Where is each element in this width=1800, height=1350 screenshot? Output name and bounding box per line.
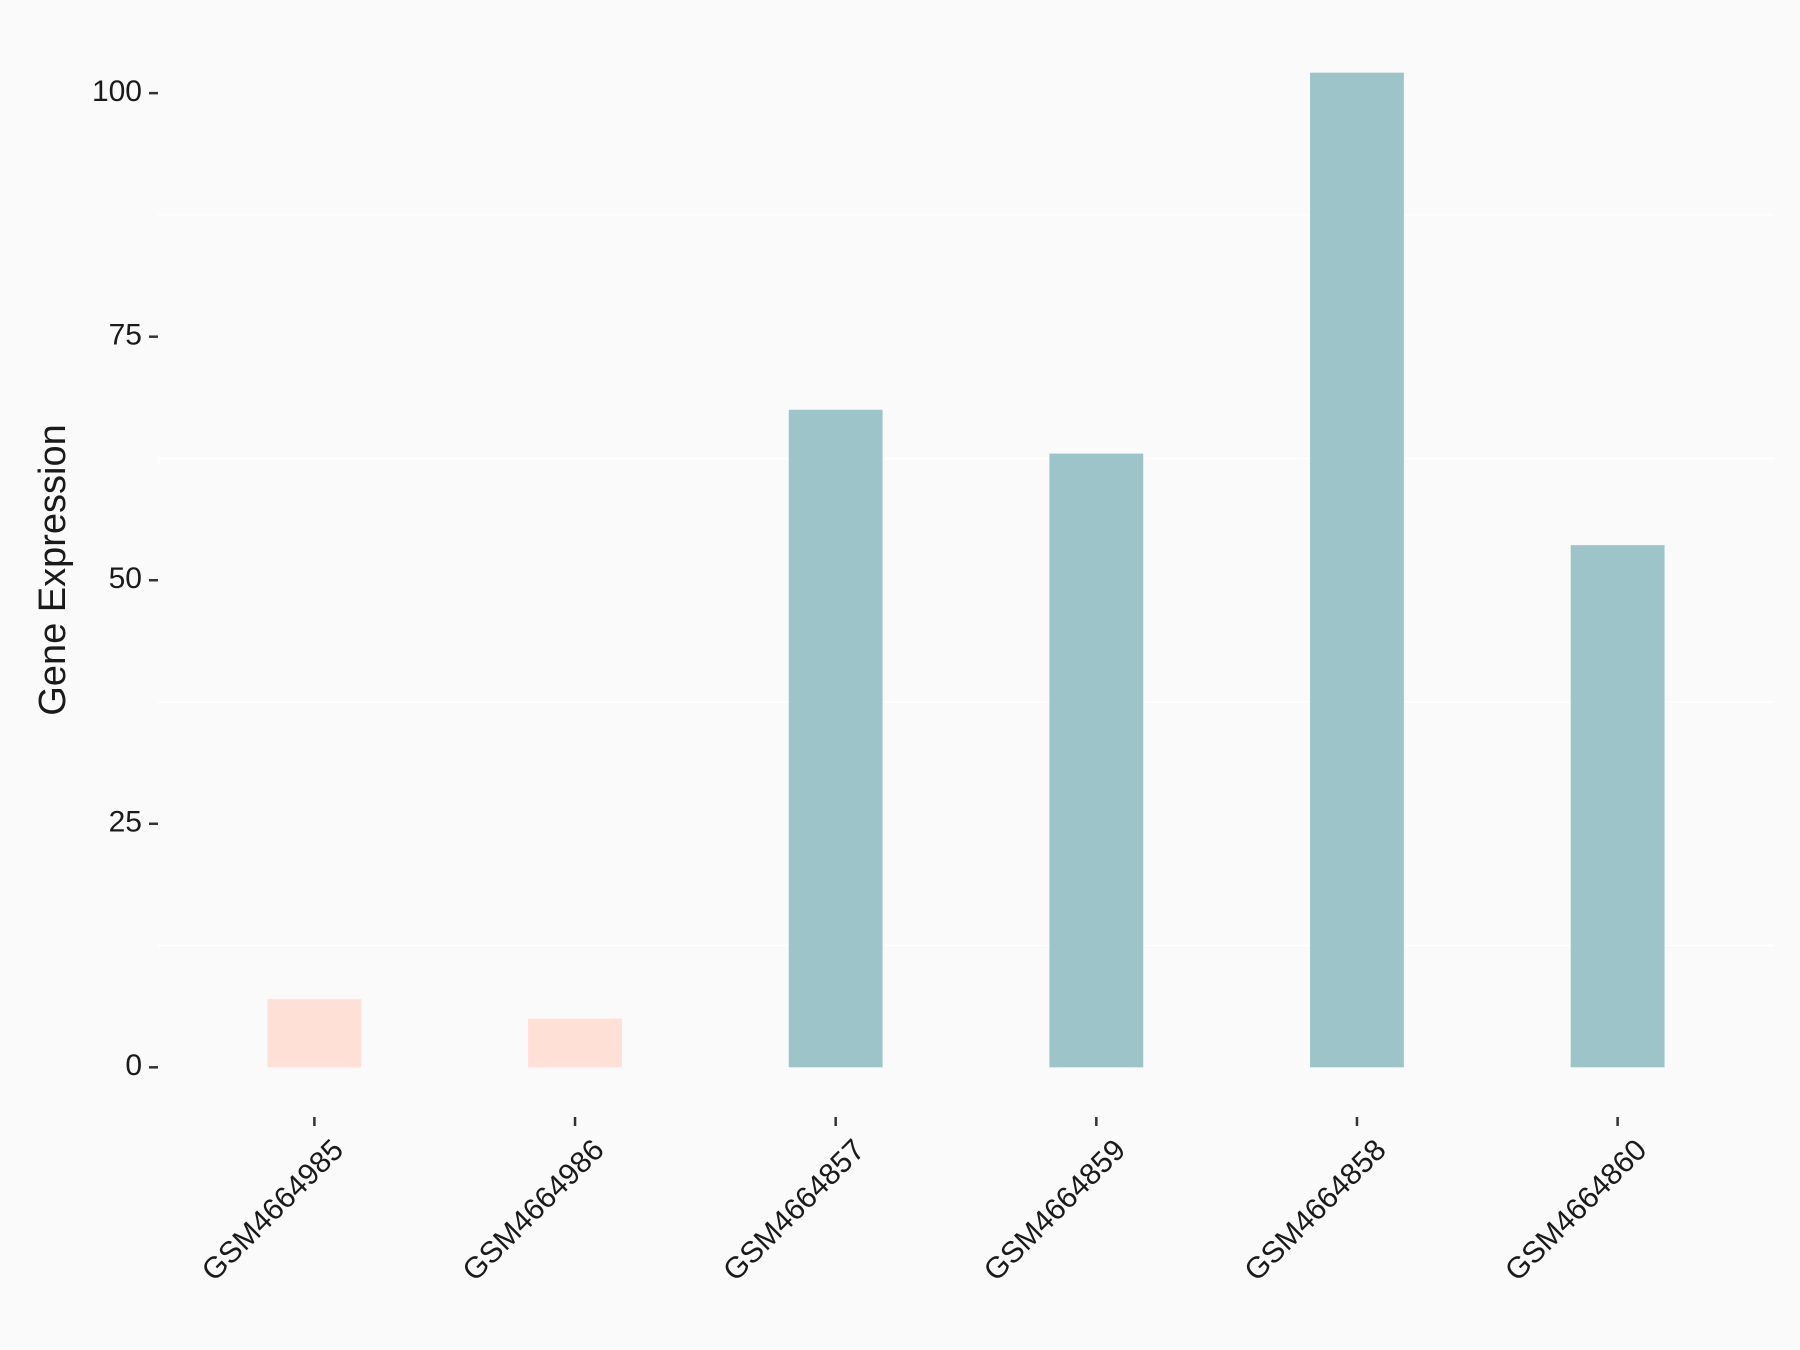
y-tick-label: 100 — [92, 75, 142, 108]
bar — [788, 409, 883, 1068]
y-tick-label: 75 — [109, 319, 142, 352]
bar — [267, 999, 362, 1068]
y-tick-label: 50 — [109, 562, 142, 595]
y-axis-title: Gene Expression — [32, 424, 74, 716]
bar — [1310, 72, 1404, 1068]
y-tick-label: 0 — [125, 1049, 142, 1082]
bar — [528, 1018, 622, 1068]
bar — [1570, 545, 1665, 1068]
bar — [1049, 453, 1144, 1068]
y-tick-label: 25 — [109, 806, 142, 839]
